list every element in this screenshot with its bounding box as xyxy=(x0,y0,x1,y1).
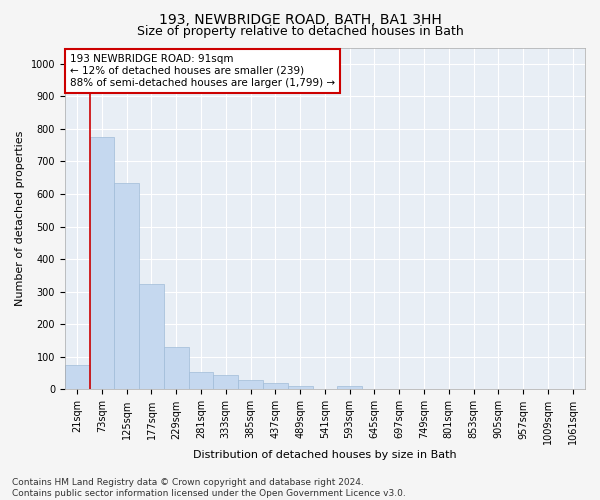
Bar xyxy=(214,375,238,390)
Bar xyxy=(65,365,89,390)
Bar xyxy=(89,137,115,390)
Text: 193, NEWBRIDGE ROAD, BATH, BA1 3HH: 193, NEWBRIDGE ROAD, BATH, BA1 3HH xyxy=(158,12,442,26)
Bar xyxy=(337,386,362,390)
Y-axis label: Number of detached properties: Number of detached properties xyxy=(15,131,25,306)
Text: Size of property relative to detached houses in Bath: Size of property relative to detached ho… xyxy=(137,25,463,38)
Text: Contains HM Land Registry data © Crown copyright and database right 2024.
Contai: Contains HM Land Registry data © Crown c… xyxy=(12,478,406,498)
Bar xyxy=(263,383,288,390)
Text: 193 NEWBRIDGE ROAD: 91sqm
← 12% of detached houses are smaller (239)
88% of semi: 193 NEWBRIDGE ROAD: 91sqm ← 12% of detac… xyxy=(70,54,335,88)
X-axis label: Distribution of detached houses by size in Bath: Distribution of detached houses by size … xyxy=(193,450,457,460)
Bar xyxy=(238,380,263,390)
Bar xyxy=(288,386,313,390)
Bar xyxy=(188,372,214,390)
Bar xyxy=(164,347,188,390)
Bar xyxy=(139,284,164,390)
Bar xyxy=(115,182,139,390)
